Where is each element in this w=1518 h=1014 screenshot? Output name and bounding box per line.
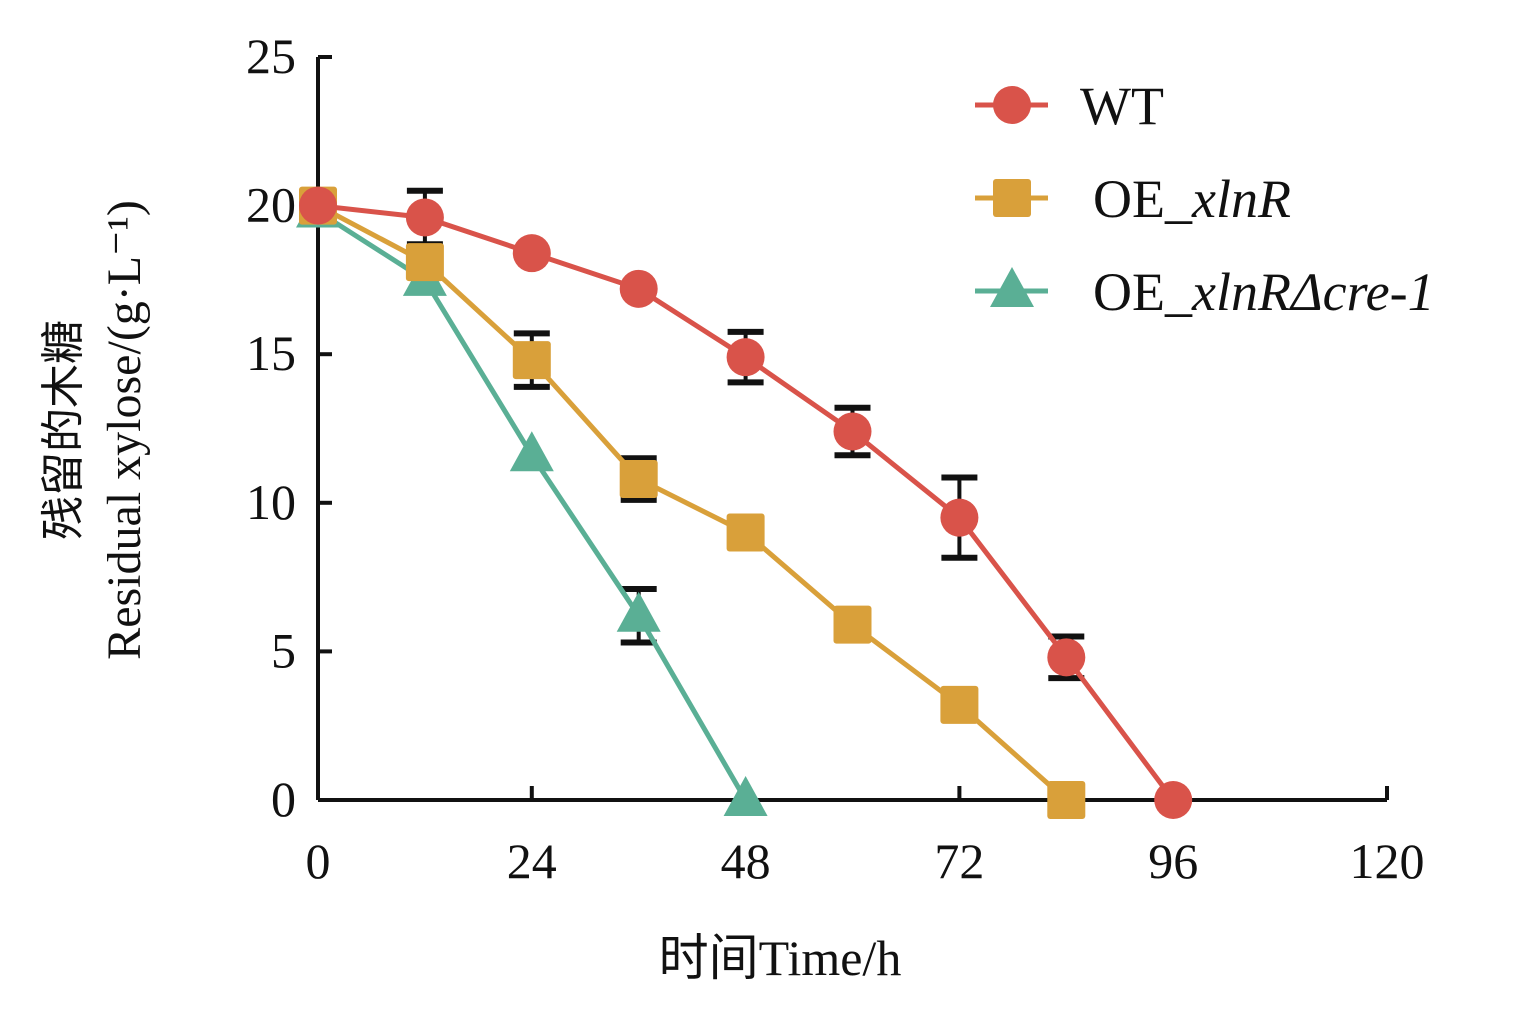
series-line <box>317 203 1176 802</box>
x-tick-label: 0 <box>306 833 331 889</box>
y-tick-label: 25 <box>246 28 296 84</box>
legend-label: OE_xlnR <box>1093 169 1291 229</box>
x-tick-label: 120 <box>1350 833 1425 889</box>
data-point <box>512 234 551 273</box>
series-line <box>316 209 748 802</box>
legend: WT OE_xlnR OE_xlnRΔcre-1 <box>975 76 1435 322</box>
data-point <box>833 412 872 451</box>
legend-marker <box>993 179 1031 217</box>
data-point <box>726 513 765 552</box>
legend-label: WT <box>1080 76 1164 136</box>
y-tick-label: 20 <box>246 177 296 233</box>
data-point <box>723 776 768 816</box>
series-circle <box>299 186 1193 819</box>
legend-marker <box>993 86 1031 124</box>
axes: 0 5 10 15 20 25 0 24 48 72 96 120 <box>246 28 1425 889</box>
y-tick-label: 10 <box>246 474 296 530</box>
data-point <box>619 460 658 499</box>
data-point <box>940 685 979 724</box>
data-point <box>726 338 765 377</box>
series-triangle <box>296 187 768 816</box>
data-point <box>616 591 661 632</box>
data-point <box>1047 781 1086 819</box>
x-tick-label: 24 <box>507 833 557 889</box>
series-layer <box>296 186 1193 819</box>
y-axis-label-chinese: 残留的木糖 <box>39 320 88 540</box>
data-point <box>405 198 444 237</box>
data-point <box>299 186 337 225</box>
legend-marker <box>990 267 1034 307</box>
y-tick-label: 0 <box>271 771 296 827</box>
data-point <box>619 269 658 308</box>
y-tick-label: 5 <box>271 622 296 678</box>
x-tick-label: 48 <box>721 833 771 889</box>
data-point <box>512 341 551 380</box>
data-point <box>1047 638 1086 677</box>
data-point <box>1154 781 1193 819</box>
data-point <box>833 605 872 644</box>
x-axis-label: 时间Time/h <box>659 930 902 986</box>
y-axis-label-residual: Residual xylose/(g·L⁻¹) <box>98 200 151 660</box>
legend-label: OE_xlnRΔcre-1 <box>1093 262 1435 322</box>
error-bars <box>406 187 1085 682</box>
data-point <box>940 498 979 537</box>
x-tick-label: 72 <box>934 833 984 889</box>
data-point <box>509 431 554 472</box>
data-point <box>405 243 444 282</box>
y-tick-label: 15 <box>246 325 296 381</box>
x-tick-label: 96 <box>1148 833 1198 889</box>
